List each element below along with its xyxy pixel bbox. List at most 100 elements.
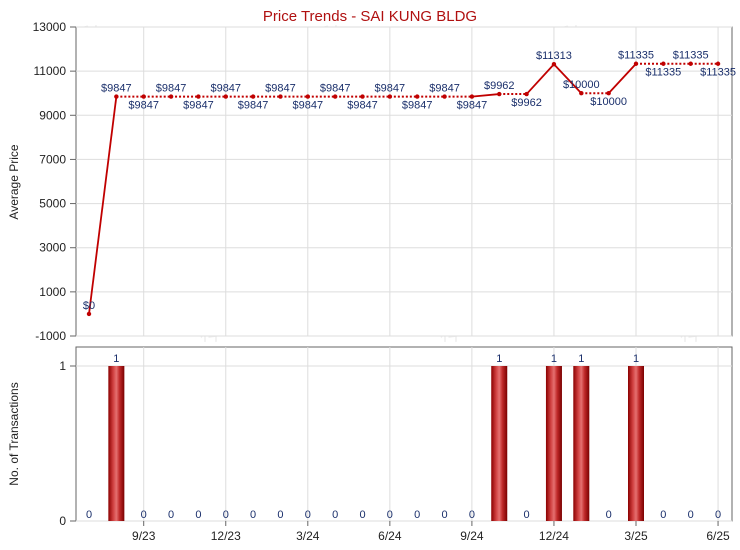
transactions-bar-label-1: 1 <box>113 353 119 365</box>
price-data-label-1: $9847 <box>101 83 132 95</box>
price-point-9 <box>332 94 338 99</box>
price-point-5 <box>223 94 228 99</box>
price-data-label-10: $9847 <box>347 100 378 112</box>
price-point-6 <box>250 94 256 99</box>
price-point-12 <box>415 94 420 99</box>
price-data-label-12: $9847 <box>402 100 433 112</box>
price-point-15 <box>497 91 502 97</box>
transactions-bar-label-9: 0 <box>332 509 338 521</box>
price-data-label-23: $11335 <box>700 67 736 79</box>
price-data-label-14: $9847 <box>457 100 488 112</box>
transactions-y-tick-label: 1 <box>59 359 66 373</box>
transactions-bar-label-8: 0 <box>305 509 311 521</box>
transactions-plot-area <box>75 346 733 522</box>
x-tick-label: 6/25 <box>706 529 730 543</box>
price-y-tick-label: 3000 <box>39 241 66 255</box>
transactions-bar-label-7: 0 <box>277 509 283 521</box>
transactions-bar-label-11: 0 <box>387 509 393 521</box>
transactions-bar-label-22: 0 <box>688 509 694 521</box>
price-plot-area <box>75 26 733 337</box>
price-data-label-13: $9847 <box>429 83 460 95</box>
price-data-label-21: $11335 <box>645 67 681 79</box>
price-y-tick-label: 9000 <box>39 108 66 122</box>
price-data-label-17: $11313 <box>536 50 572 62</box>
price-point-16 <box>524 91 529 97</box>
price-point-21 <box>661 61 666 66</box>
x-axis: 9/23 12/23 3/24 6/24 9/24 12/24 3/25 6/25 <box>132 521 730 543</box>
price-point-1 <box>114 94 119 99</box>
price-data-label-11: $9847 <box>375 83 406 95</box>
price-point-18 <box>579 91 584 96</box>
price-y-tick-label: 13000 <box>33 20 67 34</box>
transactions-bar-label-15: 1 <box>496 353 502 365</box>
price-data-label-15: $9962 <box>484 80 515 92</box>
price-point-19 <box>606 91 611 96</box>
transactions-bar-label-17: 1 <box>551 353 557 365</box>
price-line-series <box>86 61 721 317</box>
price-point-20 <box>633 61 639 66</box>
price-panel: -1000 1000 3000 5000 7000 9000 11000 13000 $0 $9… <box>7 20 736 343</box>
price-data-label-0: $0 <box>83 300 95 312</box>
price-point-14 <box>469 94 475 99</box>
price-line-segment-14 <box>471 93 500 98</box>
x-tick-label: 9/23 <box>132 529 156 543</box>
price-data-label-7: $9847 <box>265 83 296 95</box>
price-y-axis: -1000 1000 3000 5000 7000 9000 11000 13000 <box>33 20 76 343</box>
transactions-bar-label-21: 0 <box>660 509 666 521</box>
transactions-bar-15 <box>491 366 508 521</box>
transactions-bar-label-10: 0 <box>359 509 365 521</box>
price-point-22 <box>688 61 693 66</box>
price-y-axis-label: Average Price <box>7 144 21 219</box>
x-tick-label: 6/24 <box>378 529 402 543</box>
price-point-13 <box>442 94 447 99</box>
transactions-bar-label-13: 0 <box>441 509 447 521</box>
transactions-bar-17 <box>545 366 562 521</box>
x-tick-label: 3/24 <box>296 529 320 543</box>
price-y-tick-label: -1000 <box>35 329 66 343</box>
transactions-y-tick-label: 0 <box>59 514 66 528</box>
transactions-bar-label-20: 1 <box>633 353 639 365</box>
price-data-label-8: $9847 <box>293 100 324 112</box>
transactions-bar-label-18: 1 <box>578 353 584 365</box>
transactions-data-labels: 0 1 0 0 0 0 0 0 0 0 0 0 0 0 0 1 0 1 1 0 1 0 0 0 <box>86 353 721 521</box>
price-point-3 <box>168 94 174 99</box>
price-data-label-2: $9847 <box>128 100 159 112</box>
price-data-label-5: $9847 <box>210 83 241 95</box>
price-data-labels: $0 $9847 $9847 $9847 $9847 $9847 $9847 $9847 $98… <box>83 50 736 312</box>
price-data-label-9: $9847 <box>320 83 351 95</box>
transactions-bar-label-3: 0 <box>168 509 174 521</box>
price-data-label-6: $9847 <box>238 100 269 112</box>
chart-title: Price Trends - SAI KUNG BLDG <box>263 8 477 25</box>
transactions-y-axis-label: No. of Transactions <box>7 382 21 485</box>
price-point-23 <box>715 61 721 66</box>
price-point-8 <box>305 94 310 99</box>
transactions-bar-label-16: 0 <box>524 509 530 521</box>
transactions-bar-label-14: 0 <box>469 509 475 521</box>
transactions-bar-label-2: 0 <box>141 509 147 521</box>
transactions-bar-18 <box>573 366 590 521</box>
price-data-label-4: $9847 <box>183 100 214 112</box>
price-point-0 <box>86 311 92 317</box>
price-data-label-18: $10000 <box>563 79 600 91</box>
price-point-2 <box>141 94 146 99</box>
price-data-label-3: $9847 <box>156 83 187 95</box>
price-data-label-22: $11335 <box>673 50 709 62</box>
transactions-bar-20 <box>628 366 644 521</box>
transactions-bar-1 <box>108 366 125 521</box>
transactions-bar-label-0: 0 <box>86 509 92 521</box>
price-line-segment-16 <box>525 63 555 95</box>
price-line-segment-17 <box>553 63 582 94</box>
price-y-tick-label: 1000 <box>39 285 66 299</box>
price-point-17 <box>551 62 557 67</box>
transactions-bar-series <box>108 366 644 521</box>
price-point-11 <box>387 94 393 99</box>
transactions-y-axis: 01 <box>59 359 76 528</box>
price-y-tick-label: 11000 <box>34 64 67 78</box>
price-data-label-19: $10000 <box>590 96 627 108</box>
transactions-bar-label-23: 0 <box>715 509 721 521</box>
transactions-bar-label-19: 0 <box>606 509 612 521</box>
price-point-7 <box>278 94 283 99</box>
